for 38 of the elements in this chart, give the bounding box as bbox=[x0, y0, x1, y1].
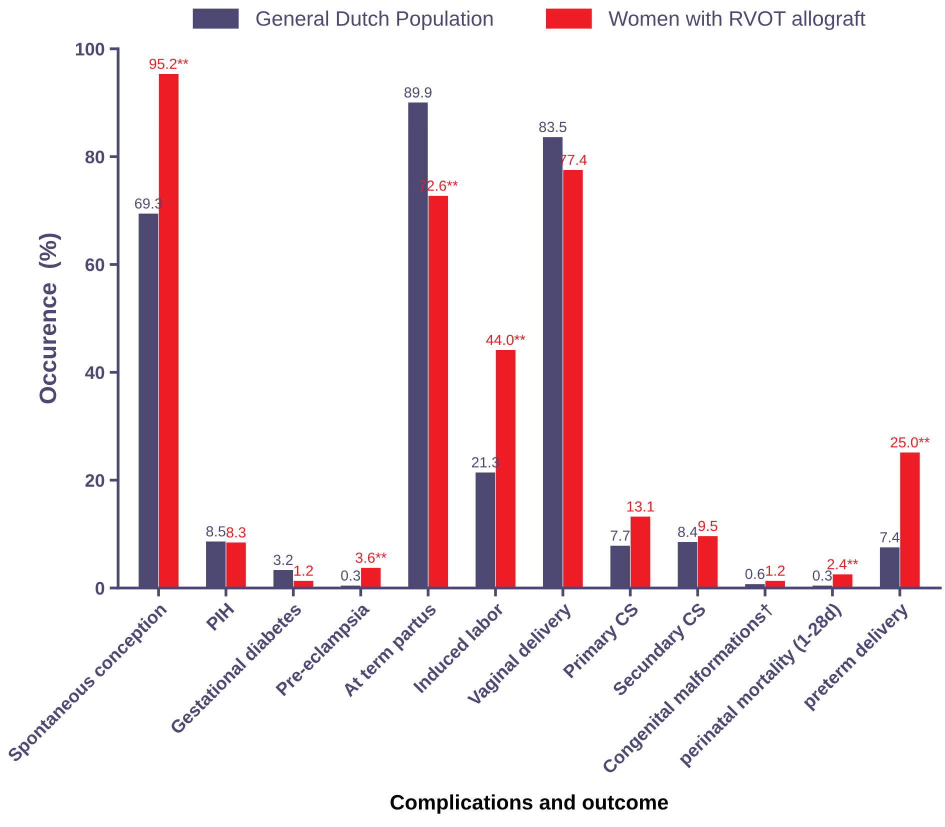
data-label: 25.0** bbox=[890, 437, 930, 448]
bar bbox=[630, 516, 650, 588]
data-label: 8.4 bbox=[678, 526, 698, 538]
bar bbox=[226, 542, 246, 588]
y-tick-label: 100 bbox=[76, 42, 104, 56]
legend-label: Women with RVOT allograft bbox=[608, 10, 866, 30]
data-label: 1.2 bbox=[766, 566, 785, 576]
data-label: 0.3 bbox=[341, 570, 360, 581]
y-tick-label: 80 bbox=[85, 150, 104, 164]
data-label: 8.5 bbox=[206, 526, 226, 537]
data-label: 83.5 bbox=[539, 122, 566, 132]
y-tick-label: 0 bbox=[96, 582, 104, 595]
bar bbox=[900, 452, 920, 588]
y-axis-title: Occurence (%) bbox=[38, 234, 61, 404]
y-tick-label: 60 bbox=[86, 258, 104, 272]
data-label: 44.0** bbox=[486, 334, 526, 346]
data-label: 0.3 bbox=[812, 570, 832, 581]
data-label: 95.2** bbox=[149, 58, 188, 70]
y-tick-label: 40 bbox=[85, 366, 104, 380]
legend-label: General Dutch Population bbox=[256, 10, 493, 30]
x-axis-title: Complications and outcome bbox=[390, 794, 668, 814]
bar bbox=[563, 170, 583, 588]
data-label: 7.4 bbox=[880, 532, 900, 542]
data-label: 13.1 bbox=[627, 501, 654, 512]
bar bbox=[698, 536, 718, 588]
x-tick-label: PIH bbox=[206, 602, 234, 631]
bar bbox=[428, 196, 448, 588]
data-label: 3.6** bbox=[356, 552, 386, 563]
data-label: 1.2 bbox=[294, 566, 313, 576]
data-label: 89.9 bbox=[404, 87, 432, 98]
data-label: 3.2 bbox=[274, 554, 293, 566]
data-label: 8.3 bbox=[226, 527, 246, 538]
y-tick-label: 20 bbox=[85, 474, 104, 487]
bar bbox=[361, 568, 381, 588]
data-label: 9.5 bbox=[698, 520, 718, 532]
data-label: 7.7 bbox=[610, 530, 630, 541]
data-label: 2.4** bbox=[827, 559, 858, 570]
data-label: 0.6 bbox=[745, 568, 764, 580]
